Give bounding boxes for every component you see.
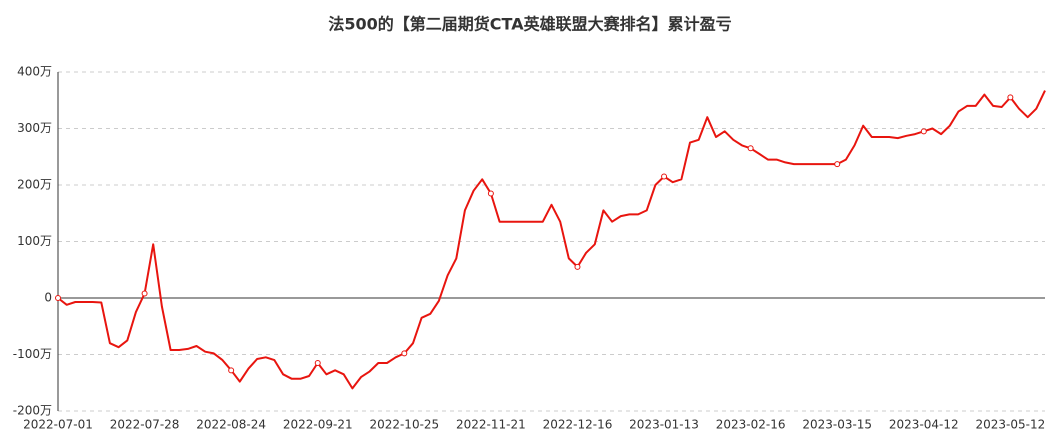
y-tick-label: 300万 [17,121,52,135]
point [747,145,754,152]
x-tick-label: 2022-12-16 [543,418,613,432]
x-tick-label: 2023-03-15 [802,418,872,432]
y-tick-label: 0 [44,291,52,305]
x-tick-label: 2022-11-21 [456,418,526,432]
point [920,128,927,135]
point [314,359,321,366]
x-tick-label: 2023-04-12 [889,418,959,432]
x-tick-label: 2022-07-01 [23,418,93,432]
x-tick-label: 2022-08-24 [196,418,266,432]
x-tick-label: 2022-07-28 [110,418,180,432]
x-tick-label: 2023-05-12 [975,418,1045,432]
point [1007,94,1014,101]
y-tick-label: 100万 [17,234,52,248]
x-tick-label: 2023-02-16 [716,418,786,432]
point [487,190,494,197]
point [401,350,408,357]
point [834,161,841,168]
line [57,90,1046,390]
y-tick-label: 200万 [17,178,52,192]
point [228,367,235,374]
x-tick-label: 2022-09-21 [283,418,353,432]
point [661,173,668,180]
x-tick-label: 2023-01-13 [629,418,699,432]
point [141,290,148,297]
x-tick-label: 2022-10-25 [369,418,439,432]
y-tick-label: 400万 [17,65,52,79]
y-tick-label: -100万 [13,347,52,361]
point [574,263,581,270]
y-tick-label: -200万 [13,404,52,418]
chart-title: 法500的【第二届期货CTA英雄联盟大赛排名】累计盈亏 [328,15,731,34]
point [55,295,61,301]
